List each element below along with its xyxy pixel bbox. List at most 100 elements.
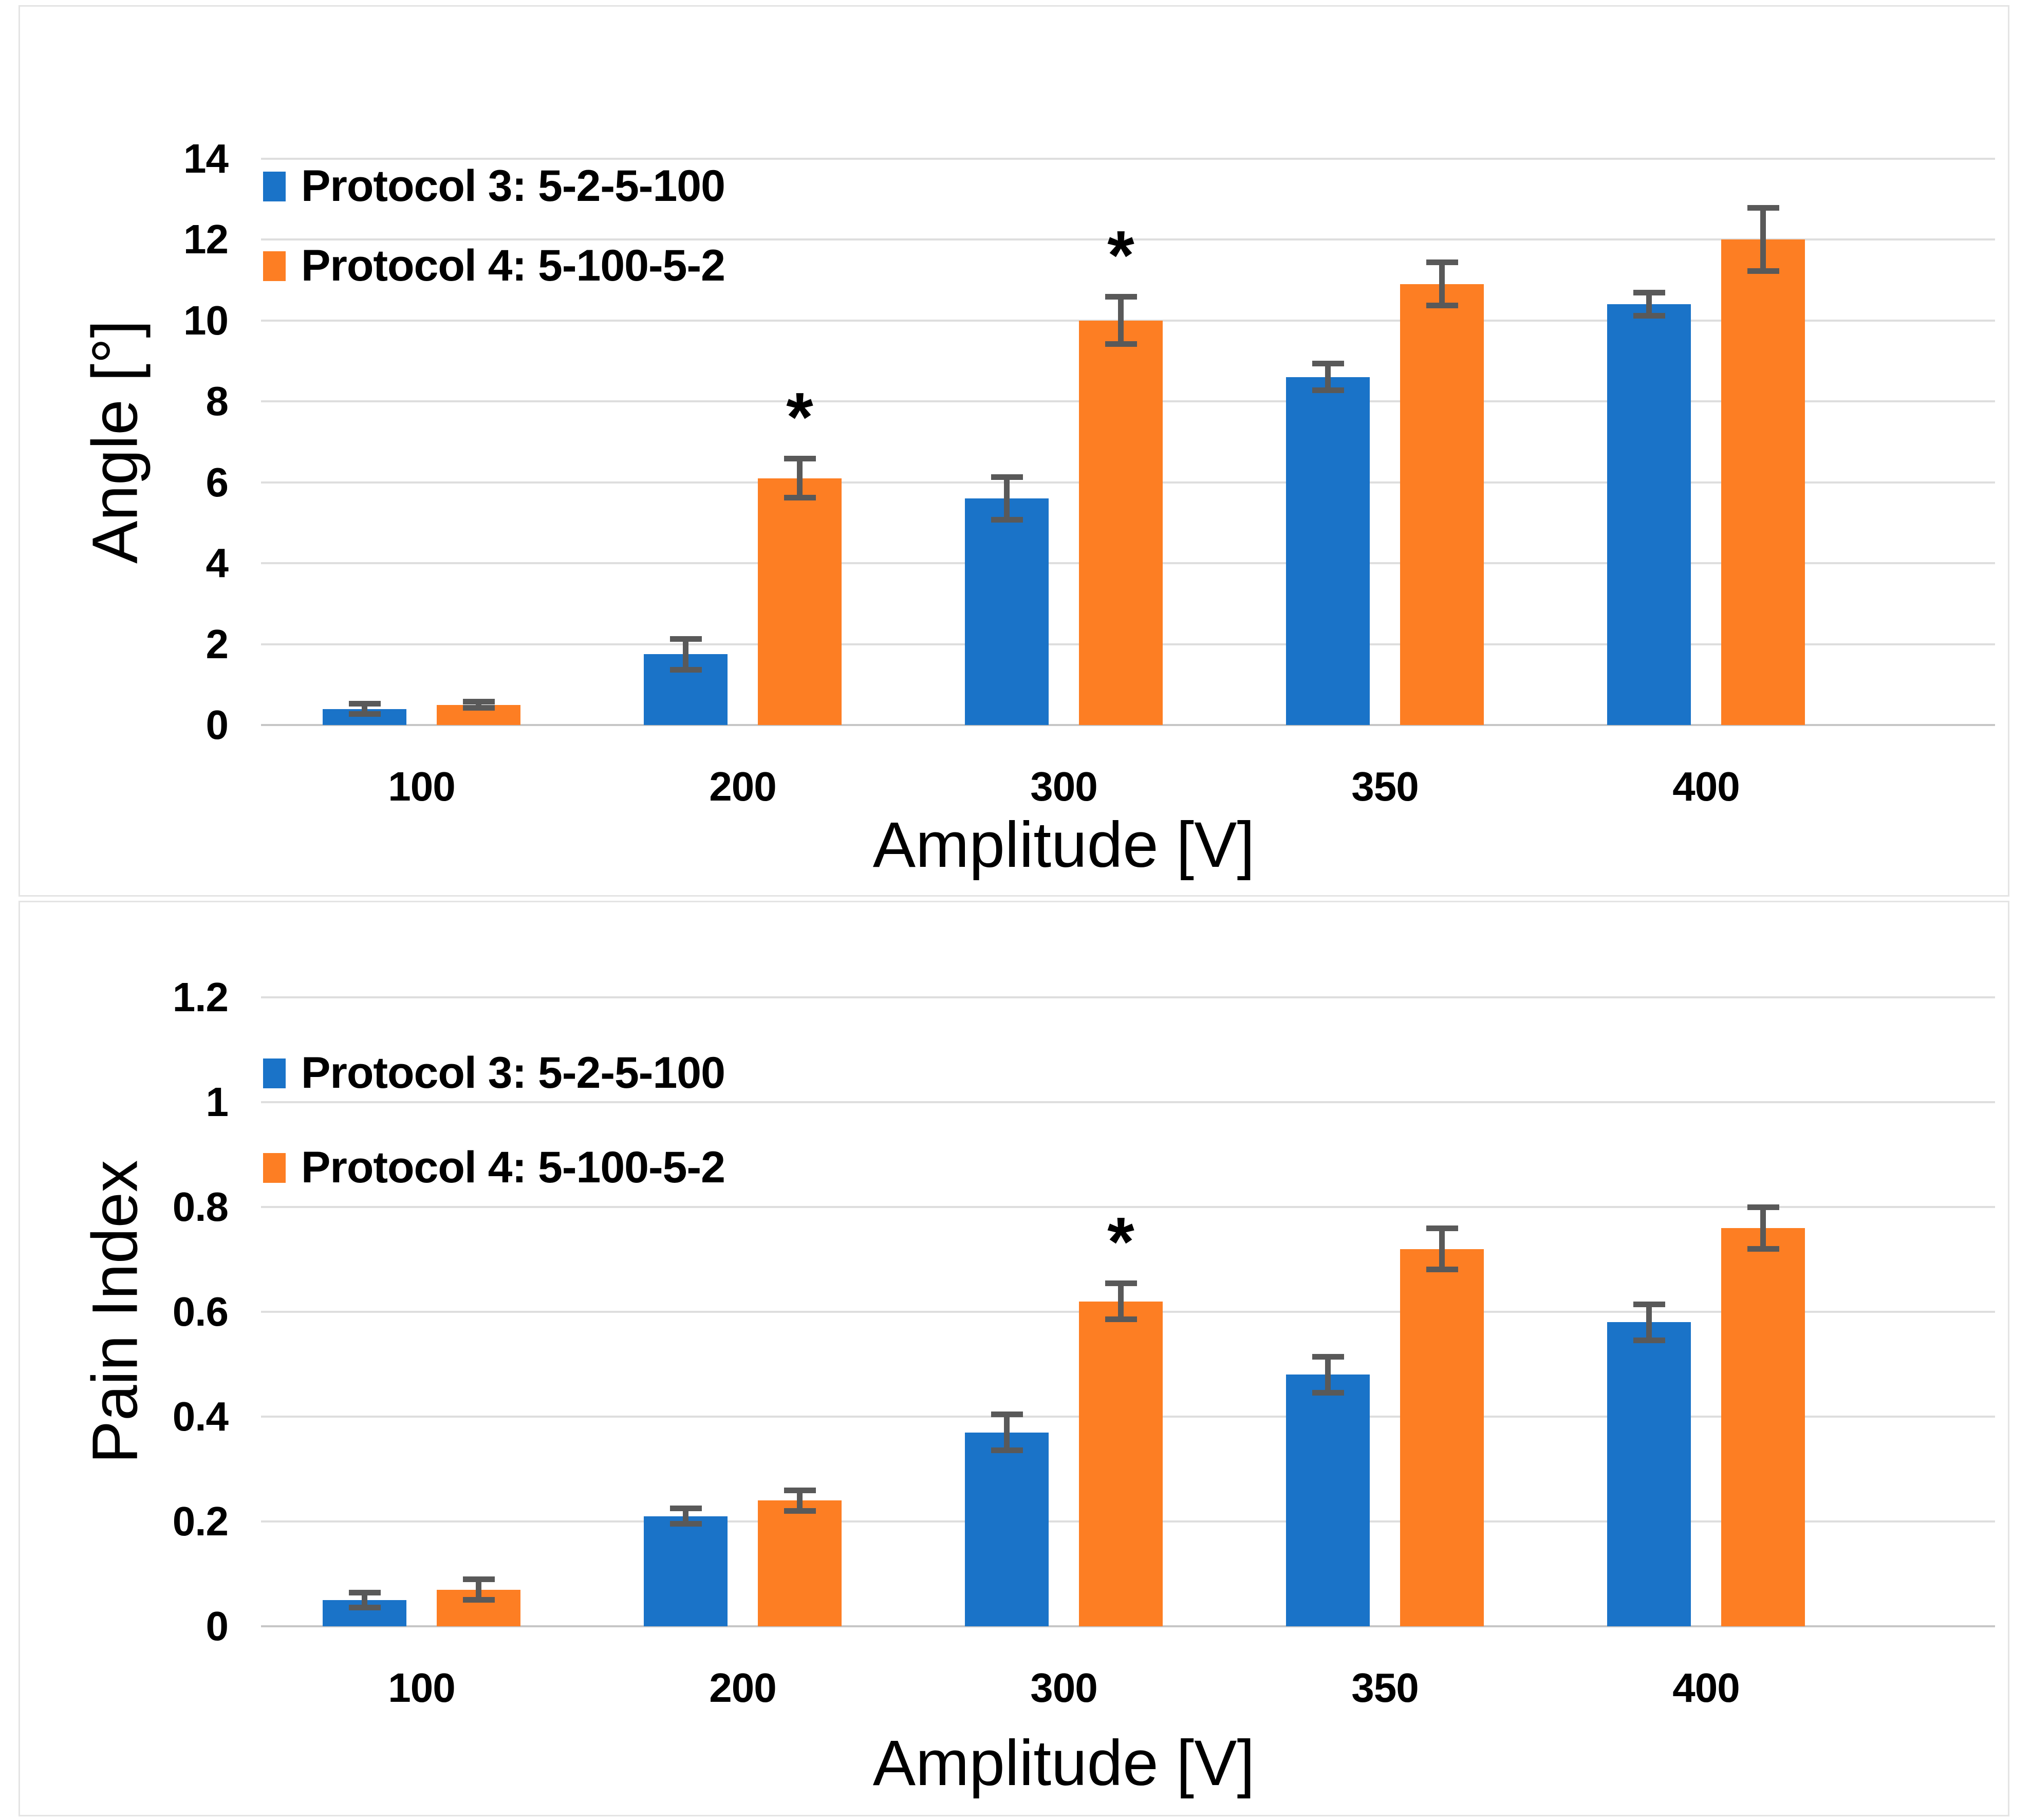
error-bar [784, 1487, 816, 1514]
bar-protocol3-300 [965, 498, 1049, 725]
error-bar [1747, 205, 1779, 274]
error-bar [1426, 1225, 1458, 1273]
bar-protocol3-400 [1607, 304, 1691, 725]
error-bar-stem [1439, 1231, 1445, 1267]
y-tick-label: 0 [206, 702, 229, 748]
error-bar-stem [362, 1595, 367, 1605]
legend-label: Protocol 4: 5-100-5-2 [301, 241, 725, 290]
legend-item-protocol4: Protocol 4: 5-100-5-2 [263, 1142, 725, 1193]
error-bar-stem [797, 1493, 803, 1508]
bar-protocol4-350 [1400, 1249, 1484, 1626]
significance-star: * [1107, 216, 1134, 294]
error-bar-stem [1439, 265, 1445, 303]
x-axis-title-amplitude-bottom: Amplitude [V] [872, 1728, 1255, 1799]
error-bar [1105, 294, 1137, 347]
x-tick-label: 400 [1672, 1665, 1740, 1711]
gridline [261, 1101, 1995, 1103]
error-bar [991, 1411, 1023, 1454]
legend-item-protocol4: Protocol 4: 5-100-5-2 [263, 240, 725, 291]
bar-protocol3-400 [1607, 1322, 1691, 1626]
error-bar [462, 698, 495, 711]
legend-swatch-blue [263, 171, 286, 201]
y-tick-label: 0.4 [172, 1394, 229, 1439]
error-bar-stem [683, 641, 688, 667]
x-tick-label: 200 [709, 1665, 776, 1711]
y-tick-label: 10 [183, 297, 229, 343]
bar-protocol4-300 [1079, 320, 1163, 725]
y-tick-label: 6 [206, 459, 229, 505]
bar-protocol4-200 [758, 478, 842, 725]
x-tick-label: 300 [1030, 1665, 1097, 1711]
legend-label: Protocol 4: 5-100-5-2 [301, 1143, 725, 1192]
y-axis-title-angle: Angle [°] [79, 320, 151, 564]
error-bar [1105, 1280, 1137, 1323]
x-tick-label: 100 [388, 1665, 455, 1711]
bar-protocol3-300 [965, 1432, 1049, 1626]
y-tick-label: 0.8 [172, 1184, 229, 1230]
legend-label: Protocol 3: 5-2-5-100 [301, 1048, 725, 1098]
error-bar-stem [797, 461, 803, 495]
error-bar-stem [362, 706, 367, 712]
y-tick-label: 1.2 [172, 974, 229, 1020]
bar-protocol3-350 [1286, 377, 1370, 725]
error-bar [669, 1506, 702, 1527]
legend-swatch-orange [263, 1153, 286, 1183]
y-tick-label: 0.6 [172, 1289, 229, 1334]
legend-item-protocol3: Protocol 3: 5-2-5-100 [263, 161, 725, 212]
bar-protocol4-400 [1721, 239, 1805, 725]
error-bar [348, 1589, 381, 1611]
legend-swatch-blue [263, 1058, 286, 1088]
x-tick-label: 300 [1030, 764, 1097, 809]
error-bar-stem [1646, 1307, 1652, 1338]
x-tick-label: 200 [709, 764, 776, 809]
significance-star: * [786, 378, 813, 456]
error-bar-stem [683, 1511, 688, 1521]
y-tick-label: 0.2 [172, 1498, 229, 1544]
error-bar [462, 1576, 495, 1603]
error-bar [1633, 290, 1665, 319]
error-bar-stem [476, 1582, 481, 1598]
gridline [261, 238, 1995, 240]
bar-protocol3-200 [644, 1516, 728, 1626]
x-axis-baseline [261, 724, 1995, 726]
legend-label: Protocol 3: 5-2-5-100 [301, 161, 725, 211]
error-bar-stem [1325, 1359, 1331, 1390]
error-bar [348, 700, 381, 717]
error-bar [1426, 259, 1458, 308]
error-bar-stem [1118, 1286, 1124, 1317]
error-bar [1312, 361, 1344, 394]
x-tick-label: 100 [388, 764, 455, 809]
angle-chart-panel: 0 2 4 6 8 10 12 14 100 200 300 350 400 * * Protocol 3: … [18, 5, 2009, 897]
x-tick-label: 350 [1351, 1665, 1419, 1711]
error-bar [1747, 1204, 1779, 1252]
error-bar-stem [1760, 211, 1766, 268]
y-tick-label: 14 [183, 135, 229, 181]
bar-protocol4-300 [1079, 1301, 1163, 1626]
pain-index-chart-panel: 0 0.2 0.4 0.6 0.8 1 1.2 100 200 300 350 400 * Protoco… [18, 901, 2009, 1816]
y-tick-label: 0 [206, 1603, 229, 1649]
x-axis-baseline [261, 1625, 1995, 1627]
gridline [261, 1206, 1995, 1208]
legend-swatch-orange [263, 251, 286, 281]
error-bar-stem [1004, 479, 1010, 517]
error-bar-stem [1118, 300, 1124, 341]
bar-protocol4-200 [758, 1500, 842, 1626]
y-tick-label: 12 [183, 216, 229, 262]
significance-star: * [1107, 1202, 1134, 1280]
x-tick-label: 350 [1351, 764, 1419, 809]
y-tick-label: 2 [206, 621, 229, 667]
error-bar-stem [1760, 1210, 1766, 1246]
error-bar [991, 474, 1023, 523]
error-bar [669, 636, 702, 673]
error-bar [784, 456, 816, 500]
x-tick-label: 400 [1672, 764, 1740, 809]
error-bar-stem [1004, 1417, 1010, 1448]
error-bar [1312, 1353, 1344, 1396]
angle-plot-area: 0 2 4 6 8 10 12 14 100 200 300 350 400 * * Protocol 3: … [20, 7, 2008, 895]
error-bar-stem [1646, 295, 1652, 313]
bar-protocol4-400 [1721, 1228, 1805, 1626]
bar-protocol3-350 [1286, 1375, 1370, 1626]
bar-protocol4-350 [1400, 284, 1484, 725]
y-tick-label: 4 [206, 540, 229, 586]
x-axis-title-amplitude-top: Amplitude [V] [872, 809, 1255, 881]
